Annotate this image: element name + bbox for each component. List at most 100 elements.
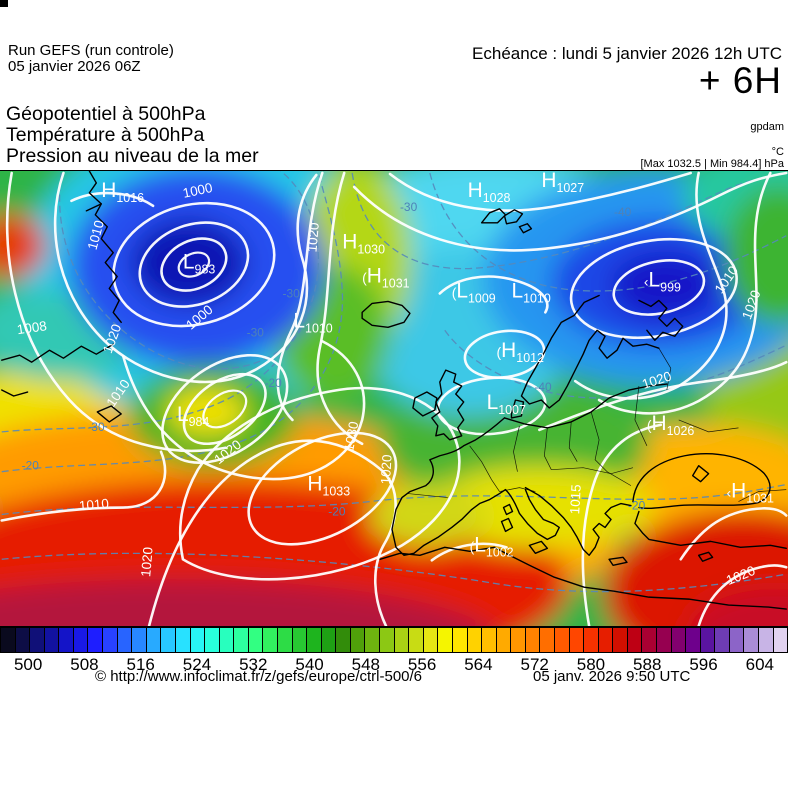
colorbar-cell	[365, 628, 381, 652]
colorbar-tick: 508	[70, 655, 99, 674]
country-borders	[407, 348, 787, 502]
colorbar-cell	[350, 628, 366, 652]
colorbar-cell	[686, 628, 701, 652]
pressure-center-l-999: ‹L999	[644, 268, 681, 294]
forecast-step: + 6H	[698, 60, 782, 101]
colorbar-cell	[73, 628, 89, 652]
temperature-labels: -20 -30 -20 -30 -30 -30 -40 -40 -20 -20	[22, 200, 646, 519]
colorbar-cell	[409, 628, 424, 652]
colorbar-tick: 588	[633, 655, 662, 674]
pressure-center-l-983: L983	[183, 251, 215, 277]
colorbar-cell	[613, 628, 628, 652]
colorbar-cell	[627, 628, 643, 652]
colorbar-cell	[336, 628, 351, 652]
colorbar-cell	[117, 628, 133, 652]
pressure-center-h-1026: (H1026	[647, 412, 694, 438]
colorbar-cell	[540, 628, 555, 652]
pressure-center-l-984: L984	[177, 403, 209, 429]
colorbar-cell	[467, 628, 483, 652]
colorbar-cell	[161, 628, 176, 652]
pressure-center-h-1028: H1028	[468, 179, 511, 205]
generation-timestamp: 05 janv. 2026 9:50 UTC	[533, 668, 691, 685]
pressure-center-l-1010: L1010	[293, 309, 332, 335]
geopotential-colour-field	[0, 171, 788, 626]
isobar-contours	[0, 171, 788, 626]
forecast-valid-time: Echéance : lundi 5 janvier 2026 12h UTC	[472, 44, 782, 63]
colorbar-cell	[234, 628, 249, 652]
pressure-center-h-1012: (H1012	[497, 339, 544, 365]
pressure-center-l-1010: L1010	[511, 279, 550, 305]
pressure-center-l-1009: (L1009	[452, 279, 496, 305]
pressure-center-h-1016: H1016	[101, 179, 144, 205]
temperature-label: -30	[247, 325, 265, 339]
colorbar-cell	[452, 628, 468, 652]
colorbar-tick: 524	[182, 655, 212, 674]
pressure-centers: H1016 L983 H1030 (H1031 H1028 H1027 (L1009 L101…	[101, 171, 774, 559]
colorbar-ticks: 500 508 516 524 532 540 548 556 564 572 580 588 596 6…	[0, 655, 788, 675]
colorbar-cell	[88, 628, 104, 652]
run-info: Run GEFS (run controle) 05 janvier 2026 …	[8, 43, 174, 74]
run-date-label: 05 janvier 2026 06Z	[8, 57, 141, 75]
temperature-label: -30	[87, 420, 105, 434]
colorbar-cell	[59, 628, 74, 652]
isobar-label: 1020	[138, 546, 156, 577]
colorbar-cell	[438, 628, 453, 652]
temperature-label: -20	[265, 376, 283, 390]
colorbar-cell	[744, 628, 760, 652]
colorbar-cell	[729, 628, 745, 652]
colorbar-cell	[569, 628, 585, 652]
pressure-max-min: [Max 1032.5 | Min 984.4] hPa	[640, 158, 785, 170]
pressure-center-l-1007: L1007	[487, 391, 526, 417]
colorbar-cell	[103, 628, 118, 652]
colorbar-cell	[700, 628, 716, 652]
title-pressure: Pression au niveau de la mer	[6, 145, 259, 167]
colorbar-tick: 580	[576, 655, 606, 674]
colorbar-cell	[554, 628, 570, 652]
unit-geopotential: gpdam	[750, 121, 784, 133]
isobar-label: 1015	[567, 484, 584, 515]
isobar-label: 1010	[85, 219, 107, 252]
colorbar-cell	[175, 628, 191, 652]
unit-temperature: °C	[771, 146, 784, 158]
colorbar-tick: 572	[520, 655, 549, 674]
colorbar-cell	[642, 628, 658, 652]
colorbar-cell	[190, 628, 206, 652]
temperature-label: -30	[282, 286, 300, 300]
temperature-label: -30	[400, 200, 418, 214]
chart-titles: Géopotentiel à 500hPa Température à 500h…	[6, 104, 259, 167]
colorbar-cell	[598, 628, 614, 652]
colorbar-cell	[380, 628, 395, 652]
colorbar-tick: 500	[13, 655, 43, 674]
colorbar-tick: 548	[351, 655, 381, 674]
colorbar-cell	[511, 628, 526, 652]
colorbar-cell	[146, 628, 162, 652]
title-geopotential: Géopotentiel à 500hPa	[6, 103, 206, 125]
colorbar-cell	[525, 628, 541, 652]
colorbar-tick: 556	[407, 655, 437, 674]
corner-artifact	[0, 0, 8, 7]
colorbar-tick: 516	[126, 655, 155, 674]
colorbar-cell	[132, 628, 147, 652]
colorbar-cell	[248, 628, 264, 652]
colorbar-cell	[496, 628, 512, 652]
temperature-label: -40	[614, 205, 632, 219]
colorbar-cell	[277, 628, 293, 652]
colorbar-cell	[307, 628, 322, 652]
isobar-label: 1020	[378, 454, 395, 485]
isobar-label: 1020	[304, 222, 322, 253]
colorbar-tick: 532	[239, 655, 268, 674]
colorbar-cell	[482, 628, 497, 652]
colorbar-cell	[205, 628, 220, 652]
colorbar-cell	[394, 628, 410, 652]
colorbar-cell	[15, 628, 31, 652]
isobar-label: 1010	[78, 496, 109, 514]
colorbar-cell	[584, 628, 599, 652]
colorbar-cell	[30, 628, 45, 652]
colorbar-cell	[321, 628, 337, 652]
isobar-label: 1008	[16, 318, 48, 337]
source-url: © http://www.infoclimat.fr/z/gefs/europe…	[95, 668, 423, 685]
pressure-center-h-1031: (H1031	[362, 265, 409, 291]
colorbar-tick: 540	[295, 655, 324, 674]
pressure-center-h-1030: H1030	[342, 231, 385, 257]
colorbar-cell	[44, 628, 60, 652]
